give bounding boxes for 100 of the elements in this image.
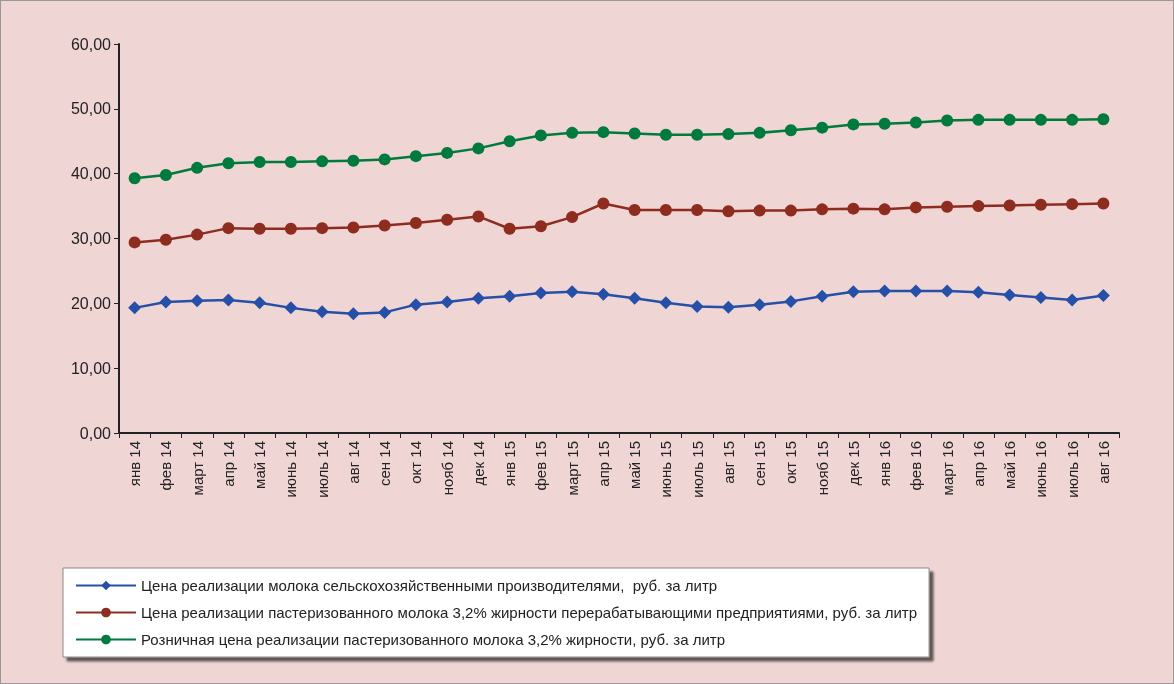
point	[847, 202, 860, 215]
legend-label: Цена реализации пастеризованного молока 3,2% жирности перерабатывающими предприятиями, руб. за литр	[141, 604, 918, 621]
point	[566, 126, 579, 139]
point	[596, 287, 610, 301]
legend-label: Цена реализации молока сельскохозяйственными производителями, руб. за литр	[141, 577, 718, 594]
point	[378, 305, 392, 319]
point	[222, 222, 235, 235]
x-tick-label: июль 14	[313, 441, 331, 498]
point	[378, 219, 391, 232]
point	[565, 285, 579, 299]
point	[784, 124, 797, 137]
x-tick-label: апр 14	[219, 441, 237, 487]
point	[691, 128, 704, 141]
point	[472, 210, 485, 223]
point	[909, 116, 922, 129]
x-tick-label: фев 16	[907, 441, 925, 491]
point	[597, 126, 610, 139]
y-tick-label: 50,00	[70, 100, 112, 118]
point	[1066, 113, 1079, 126]
point	[316, 155, 329, 168]
point	[191, 161, 204, 174]
point	[847, 118, 860, 131]
point	[628, 127, 641, 140]
point	[1066, 198, 1079, 211]
x-tick-label: янв 15	[501, 441, 519, 487]
point	[1096, 289, 1110, 303]
point	[440, 295, 454, 309]
point	[721, 300, 735, 314]
point	[128, 301, 142, 315]
point	[409, 216, 422, 229]
x-tick-label: авг 14	[344, 441, 362, 484]
point	[816, 203, 829, 216]
x-tick-label: июнь 16	[1032, 441, 1050, 498]
point	[253, 296, 267, 310]
point	[471, 291, 485, 305]
point	[722, 205, 735, 218]
x-tick-label: дек 14	[469, 441, 487, 486]
point	[503, 289, 517, 303]
x-tick-label: нояб 14	[438, 441, 456, 496]
point	[1003, 199, 1016, 212]
point	[315, 305, 329, 319]
point	[1097, 113, 1110, 126]
point	[628, 203, 641, 216]
point	[1003, 288, 1017, 302]
x-tick-label: май 16	[1001, 441, 1019, 489]
point	[878, 203, 891, 216]
x-tick-label: май 15	[626, 441, 644, 489]
point	[284, 222, 297, 235]
x-tick-label: фев 15	[532, 441, 550, 491]
point	[940, 284, 954, 298]
point	[753, 298, 767, 312]
y-tick-label: 40,00	[70, 165, 112, 183]
point	[190, 294, 204, 308]
point	[159, 168, 172, 181]
point	[1034, 291, 1048, 304]
point	[222, 157, 235, 170]
y-tick-label: 60,00	[70, 35, 112, 53]
point	[347, 154, 360, 167]
point	[784, 204, 797, 217]
x-tick-label: окт 15	[782, 441, 800, 484]
point	[159, 295, 173, 309]
point	[815, 289, 829, 303]
point	[1065, 293, 1079, 307]
point	[284, 301, 298, 315]
point	[690, 300, 704, 314]
point	[409, 150, 422, 163]
x-tick-label: нояб 15	[813, 441, 831, 496]
point	[597, 197, 610, 210]
point	[972, 113, 985, 126]
x-tick-label: фев 14	[157, 441, 175, 491]
point	[1003, 113, 1016, 126]
point	[784, 294, 798, 308]
point	[503, 135, 516, 148]
y-tick-label: 20,00	[70, 294, 112, 312]
point	[1034, 113, 1047, 126]
point	[659, 296, 673, 310]
y-tick-label: 0,00	[79, 424, 112, 442]
point	[534, 220, 547, 233]
x-tick-label: дек 15	[844, 441, 862, 486]
point	[909, 284, 923, 298]
point	[753, 126, 766, 139]
x-tick-label: янв 14	[126, 441, 144, 487]
point	[346, 307, 360, 321]
x-tick-label: июнь 14	[282, 441, 300, 498]
point	[722, 128, 735, 141]
x-tick-label: окт 14	[407, 441, 425, 484]
point	[128, 236, 141, 249]
y-tick-label: 10,00	[70, 359, 112, 377]
point	[159, 233, 172, 246]
x-tick-label: июль 15	[688, 441, 706, 498]
x-tick-label: март 14	[188, 441, 206, 496]
point	[1097, 197, 1110, 210]
x-tick-label: апр 16	[969, 441, 987, 487]
point	[941, 114, 954, 127]
x-tick-label: авг 16	[1094, 441, 1112, 484]
point	[659, 128, 672, 141]
point	[347, 221, 360, 234]
point	[878, 284, 892, 298]
x-tick-label: сен 15	[751, 441, 769, 486]
point	[378, 153, 391, 166]
